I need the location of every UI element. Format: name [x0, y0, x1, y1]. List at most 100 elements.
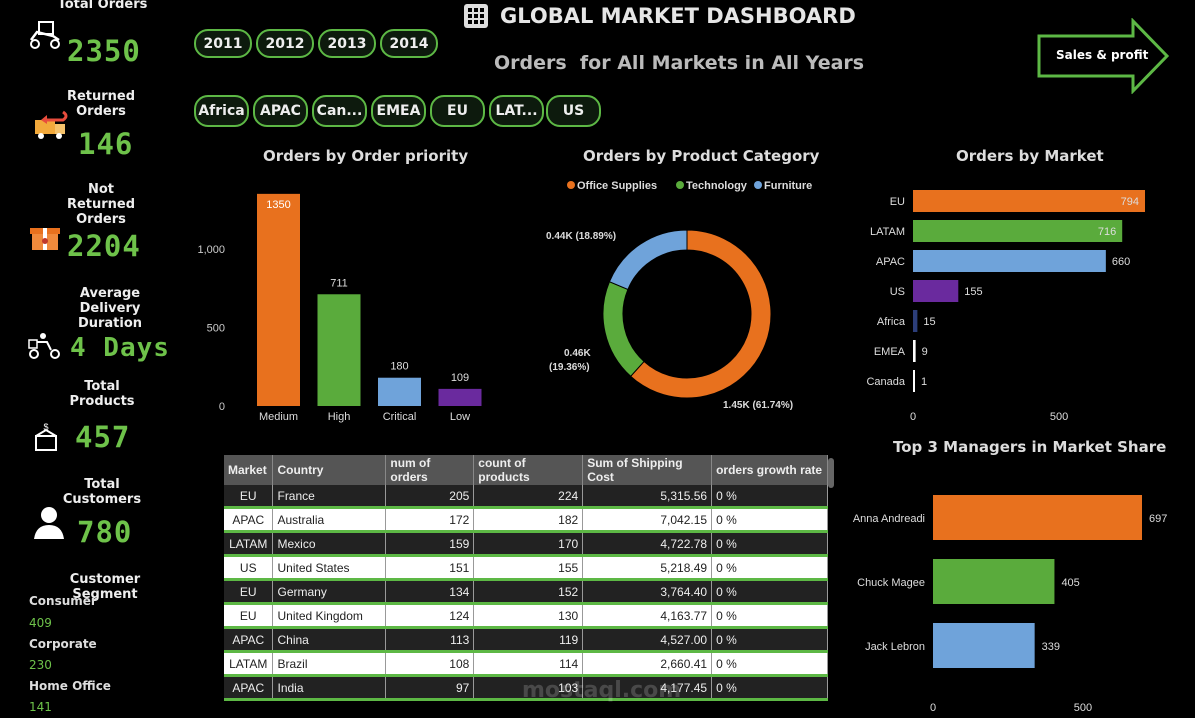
market-category-label: EU [890, 196, 905, 208]
table-cell: 3,764.40 [582, 579, 713, 605]
market-bar[interactable] [913, 310, 918, 332]
market-value-label: 155 [964, 286, 982, 298]
table-cell: 103 [473, 675, 584, 701]
market-bar[interactable] [913, 340, 916, 362]
market-pill-africa[interactable]: Africa [194, 95, 249, 127]
avg-delivery-value: 4 Days [70, 333, 170, 363]
market-category-label: Africa [877, 316, 906, 328]
category-legend-label[interactable]: Office Supplies [577, 180, 657, 192]
delivery-rider-icon [27, 332, 63, 360]
country-table: Market Country num of orders count of produ… [224, 455, 828, 705]
table-cell: APAC [224, 627, 274, 653]
manager-xtick-label: 0 [930, 702, 936, 714]
table-cell: 0 % [711, 627, 828, 653]
table-cell: 134 [385, 579, 475, 605]
manager-bar[interactable] [933, 559, 1055, 604]
table-cell: EU [224, 603, 274, 629]
table-row[interactable]: US United States 151 155 5,218.49 0 % [224, 555, 828, 581]
priority-value-label: 711 [330, 277, 348, 289]
table-column-header[interactable]: orders growth rate [711, 455, 828, 485]
market-pill-apac[interactable]: APAC [253, 95, 308, 127]
priority-bar[interactable] [378, 377, 421, 406]
manager-xtick-label: 500 [1074, 702, 1092, 714]
category-donut-slice[interactable] [629, 229, 772, 399]
category-donut-slice[interactable] [602, 281, 645, 378]
table-row[interactable]: APAC China 113 119 4,527.00 0 % [224, 627, 828, 653]
year-pill-2014[interactable]: 2014 [380, 29, 438, 58]
dashboard-title: GLOBAL MARKET DASHBOARD [500, 4, 856, 28]
manager-bar[interactable] [933, 495, 1142, 540]
manager-name-label: Chuck Magee [857, 577, 925, 589]
table-cell: 0 % [711, 555, 828, 581]
year-pill-2013[interactable]: 2013 [318, 29, 376, 58]
market-value-label: 1 [921, 376, 927, 388]
market-bar[interactable] [913, 250, 1106, 272]
priority-bar[interactable] [257, 193, 300, 406]
table-row[interactable]: APAC Australia 172 182 7,042.15 0 % [224, 507, 828, 533]
table-scrollbar[interactable] [828, 458, 834, 488]
market-pill-latam[interactable]: LAT... [489, 95, 544, 127]
manager-bar[interactable] [933, 623, 1035, 668]
table-row[interactable]: APAC India 97 103 4,177.45 0 % [224, 675, 828, 701]
category-legend-label[interactable]: Technology [686, 180, 748, 192]
priority-value-label: 1350 [266, 199, 290, 211]
market-bar[interactable] [913, 280, 959, 302]
table-cell: 114 [473, 651, 584, 677]
table-row[interactable]: EU United Kingdom 124 130 4,163.77 0 % [224, 603, 828, 629]
table-cell: India [272, 675, 387, 701]
table-row[interactable]: EU France 205 224 5,315.56 0 % [224, 485, 828, 509]
table-column-header[interactable]: Market [224, 455, 274, 485]
category-donut-slice[interactable] [608, 229, 688, 291]
market-bar[interactable] [913, 220, 1123, 242]
priority-bar[interactable] [438, 388, 482, 406]
market-category-label: APAC [876, 256, 905, 268]
table-cell: United States [272, 555, 387, 581]
table-cell: 113 [385, 627, 475, 653]
table-row[interactable]: EU Germany 134 152 3,764.40 0 % [224, 579, 828, 605]
watermark-logo: mostaql.com [522, 678, 682, 703]
market-pill-emea[interactable]: EMEA [371, 95, 426, 127]
table-column-header[interactable]: Country [272, 455, 387, 485]
table-cell: 5,315.56 [582, 485, 713, 509]
table-cell: EU [224, 579, 274, 605]
manager-name-label: Jack Lebron [865, 641, 925, 653]
market-value-label: 716 [1098, 226, 1116, 238]
table-cell: 224 [473, 485, 584, 509]
market-value-label: 660 [1112, 256, 1130, 268]
year-pill-2012[interactable]: 2012 [256, 29, 314, 58]
priority-category-label: High [328, 411, 351, 423]
table-cell: 0 % [711, 603, 828, 629]
segment-corporate-value: 230 [29, 658, 52, 672]
category-slice-label: 0.44K (18.89%) [546, 231, 616, 242]
table-row[interactable]: LATAM Mexico 159 170 4,722.78 0 % [224, 531, 828, 557]
market-bar[interactable] [913, 190, 1145, 212]
table-row[interactable]: LATAM Brazil 108 114 2,660.41 0 % [224, 651, 828, 677]
priority-bar[interactable] [317, 294, 361, 406]
market-chart-title: Orders by Market [956, 147, 1104, 165]
table-cell: Brazil [272, 651, 387, 677]
table-cell: US [224, 555, 274, 581]
category-slice-label: 1.45K (61.74%) [723, 400, 793, 411]
not-returned-label: Not Returned Orders [66, 182, 136, 227]
building-icon [462, 2, 490, 28]
table-cell: 124 [385, 603, 475, 629]
total-customers-label: Total Customers [62, 477, 142, 507]
market-pill-canada[interactable]: Can... [312, 95, 367, 127]
year-pill-2011[interactable]: 2011 [194, 29, 252, 58]
priority-ytick-label: 500 [207, 322, 225, 334]
table-cell: 205 [385, 485, 475, 509]
sales-profit-nav-button[interactable]: Sales & profit [1036, 17, 1170, 95]
priority-category-label: Medium [259, 411, 298, 423]
market-pill-eu[interactable]: EU [430, 95, 485, 127]
category-slice-label: 0.46K [564, 348, 591, 359]
table-cell: 155 [473, 555, 584, 581]
table-column-header[interactable]: count of products [473, 455, 584, 485]
total-orders-value: 2350 [67, 34, 141, 68]
table-cell: EU [224, 485, 274, 509]
market-pill-us[interactable]: US [546, 95, 601, 127]
table-column-header[interactable]: Sum of Shipping Cost [582, 455, 713, 485]
category-legend-label[interactable]: Furniture [764, 180, 812, 192]
market-value-label: 15 [923, 316, 935, 328]
market-bar[interactable] [913, 370, 915, 392]
table-column-header[interactable]: num of orders [385, 455, 475, 485]
